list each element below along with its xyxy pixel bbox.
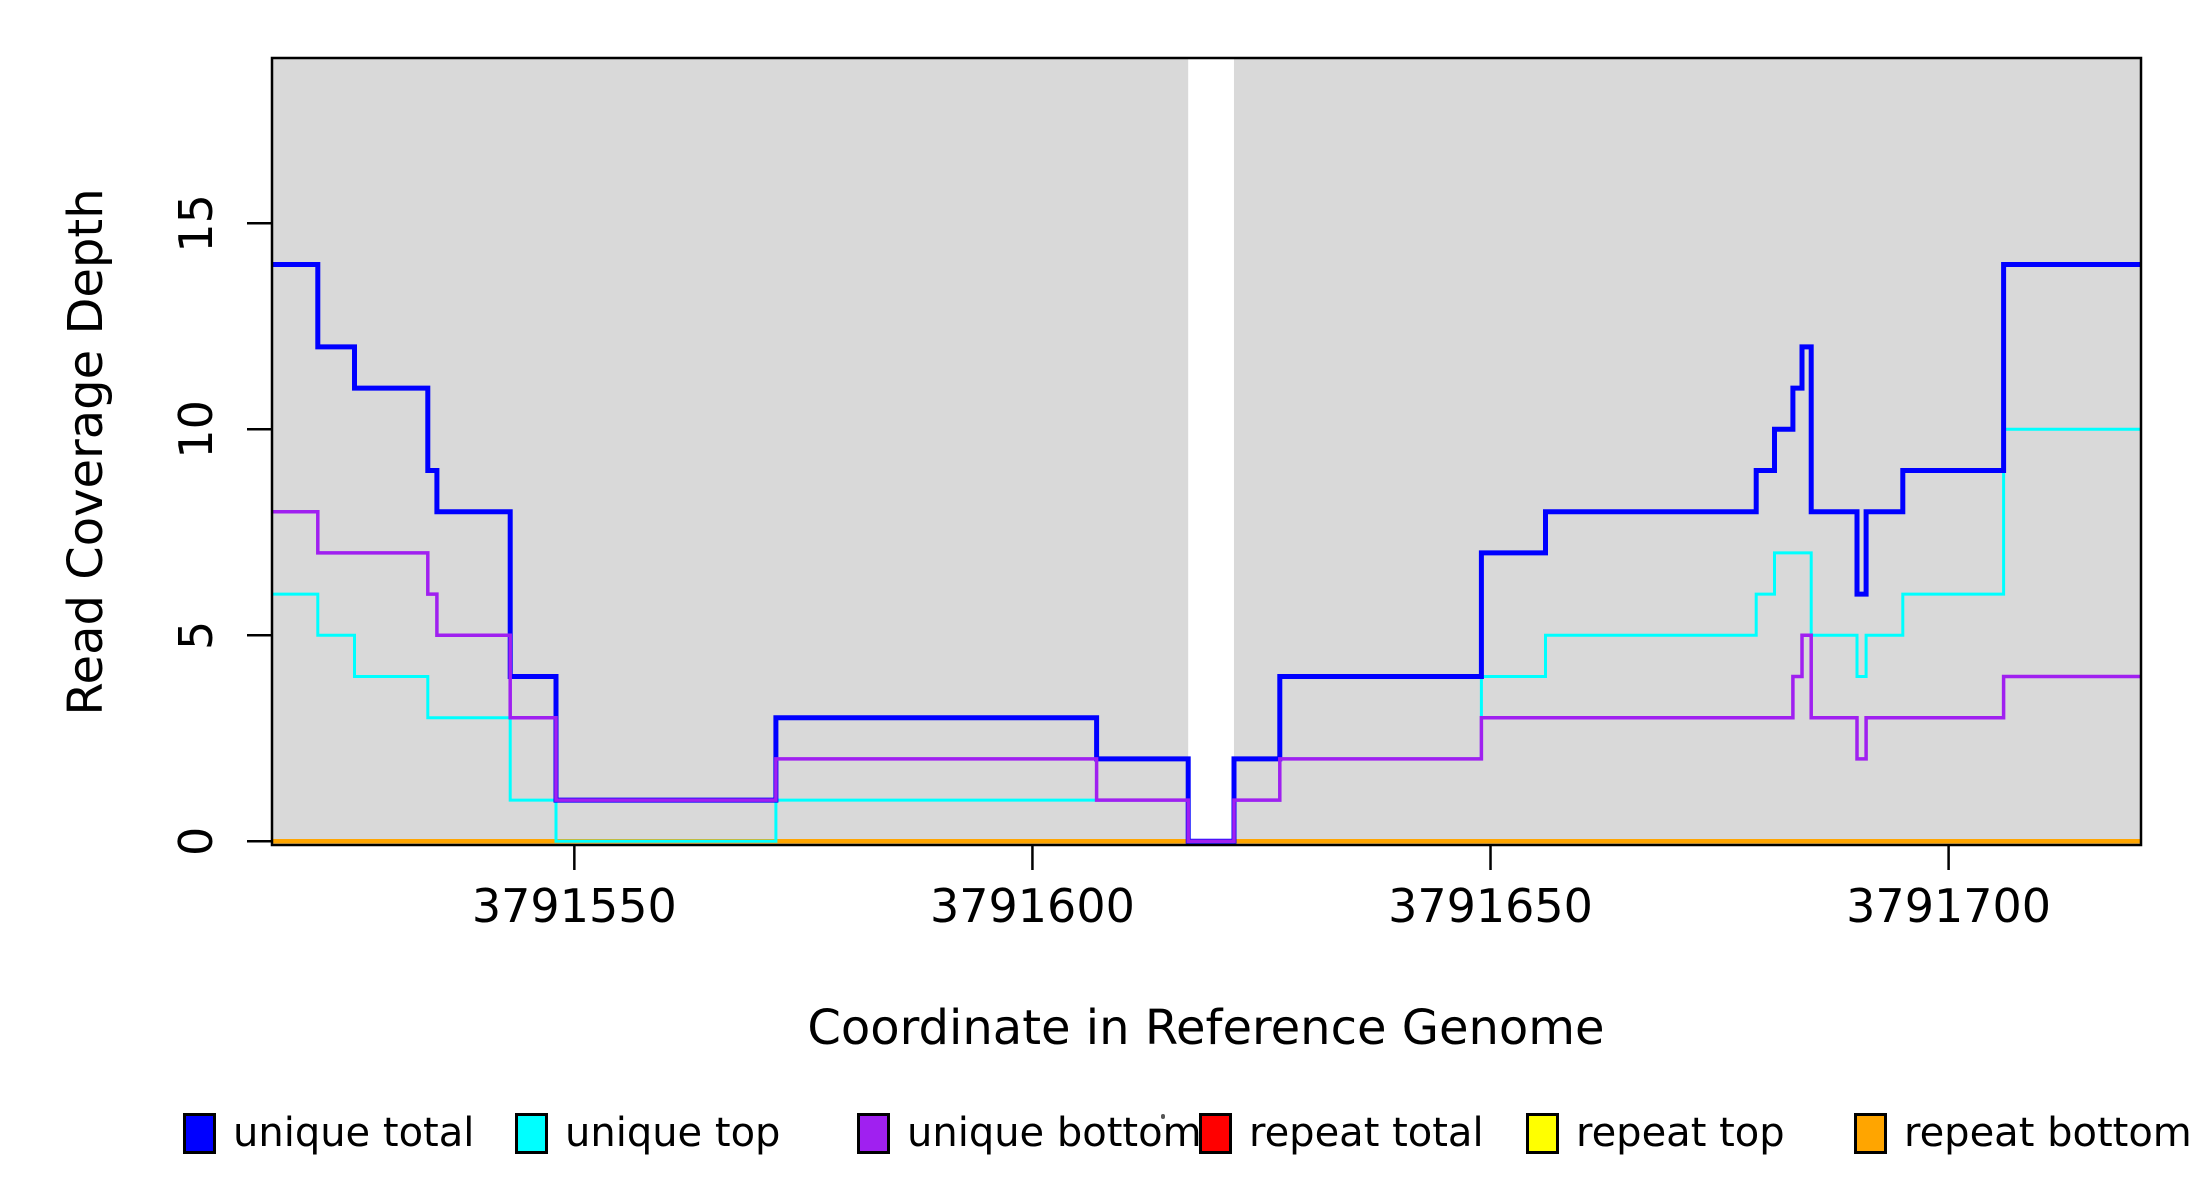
- y-tick-label: 15: [169, 194, 223, 253]
- legend-swatch-unique-total: [183, 1112, 216, 1154]
- legend-label: repeat total: [1249, 1110, 1484, 1156]
- legend-label: unique total: [233, 1110, 475, 1156]
- legend-swatch-repeat-total: [1199, 1112, 1232, 1154]
- x-tick-label: 3791550: [472, 879, 677, 933]
- legend-swatch-repeat-top: [1526, 1112, 1559, 1154]
- legend-item-unique-bottom: unique bottom: [857, 1110, 1202, 1156]
- y-tick-label: 10: [169, 400, 223, 459]
- y-tick-label: 5: [169, 621, 223, 650]
- no-data-gap: [1188, 59, 1234, 844]
- legend-label: repeat top: [1576, 1110, 1785, 1156]
- stray-dot-artifact: [1161, 1114, 1165, 1119]
- y-axis-title: Read Coverage Depth: [58, 188, 114, 716]
- x-tick-label: 3791700: [1846, 879, 2051, 933]
- legend-item-repeat-total: repeat total: [1199, 1110, 1484, 1156]
- plot-border: [270, 56, 2143, 847]
- legend-label: repeat bottom: [1904, 1110, 2192, 1156]
- x-tick-label: 3791650: [1388, 879, 1593, 933]
- legend-item-repeat-top: repeat top: [1526, 1110, 1785, 1156]
- x-tick-label: 3791600: [930, 879, 1135, 933]
- legend-swatch-repeat-bottom: [1854, 1112, 1887, 1154]
- series-unique-bottom: [272, 509, 2141, 844]
- series-unique-total: [272, 262, 2141, 844]
- legend-item-unique-total: unique total: [183, 1110, 474, 1156]
- y-tick-label: 0: [169, 827, 223, 856]
- legend-item-unique-top: unique top: [515, 1110, 780, 1156]
- legend-item-repeat-bottom: repeat bottom: [1854, 1110, 2192, 1156]
- legend-label: unique bottom: [907, 1110, 1202, 1156]
- legend-swatch-unique-top: [515, 1112, 548, 1154]
- legend-label: unique top: [565, 1110, 781, 1156]
- legend-swatch-unique-bottom: [857, 1112, 890, 1154]
- x-axis-title: Coordinate in Reference Genome: [807, 1000, 1605, 1056]
